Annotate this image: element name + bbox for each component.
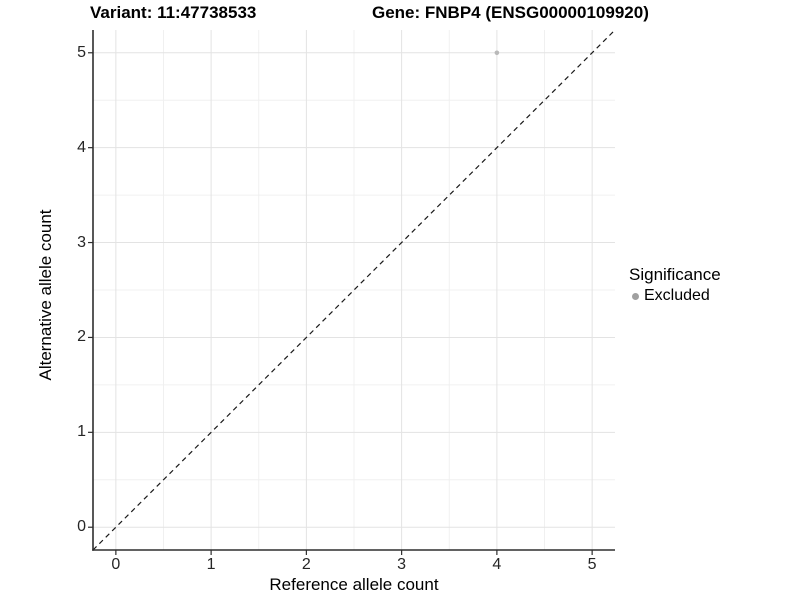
legend-title: Significance bbox=[629, 265, 721, 284]
identity-dashed-line bbox=[92, 29, 616, 551]
x-tick-label-5: 5 bbox=[587, 556, 597, 573]
legend-item-excluded: Excluded bbox=[629, 287, 721, 305]
y-tick-label-3: 3 bbox=[77, 233, 86, 251]
data-point-excluded bbox=[494, 50, 500, 56]
legend: Significance Excluded bbox=[629, 265, 721, 305]
excluded-point-icon bbox=[632, 292, 639, 300]
x-tick-label-3: 3 bbox=[397, 556, 407, 573]
x-tick-label-2: 2 bbox=[301, 556, 311, 573]
x-tick-label-0: 0 bbox=[111, 556, 121, 573]
y-axis-title: Alternative allele count bbox=[36, 209, 55, 381]
variant-title: Variant: 11:47738533 bbox=[90, 3, 257, 22]
y-tick-label-0: 0 bbox=[77, 518, 86, 536]
x-axis-title: Reference allele count bbox=[269, 575, 439, 594]
legend-item-label: Excluded bbox=[644, 287, 710, 304]
y-tick-label-1: 1 bbox=[77, 423, 86, 441]
x-tick-label-4: 4 bbox=[492, 556, 502, 573]
x-tick-label-1: 1 bbox=[206, 556, 216, 573]
y-tick-label-2: 2 bbox=[77, 328, 86, 346]
gene-title: Gene: FNBP4 (ENSG00000109920) bbox=[372, 3, 649, 22]
y-tick-label-5: 5 bbox=[77, 43, 86, 61]
y-tick-label-4: 4 bbox=[77, 138, 86, 156]
